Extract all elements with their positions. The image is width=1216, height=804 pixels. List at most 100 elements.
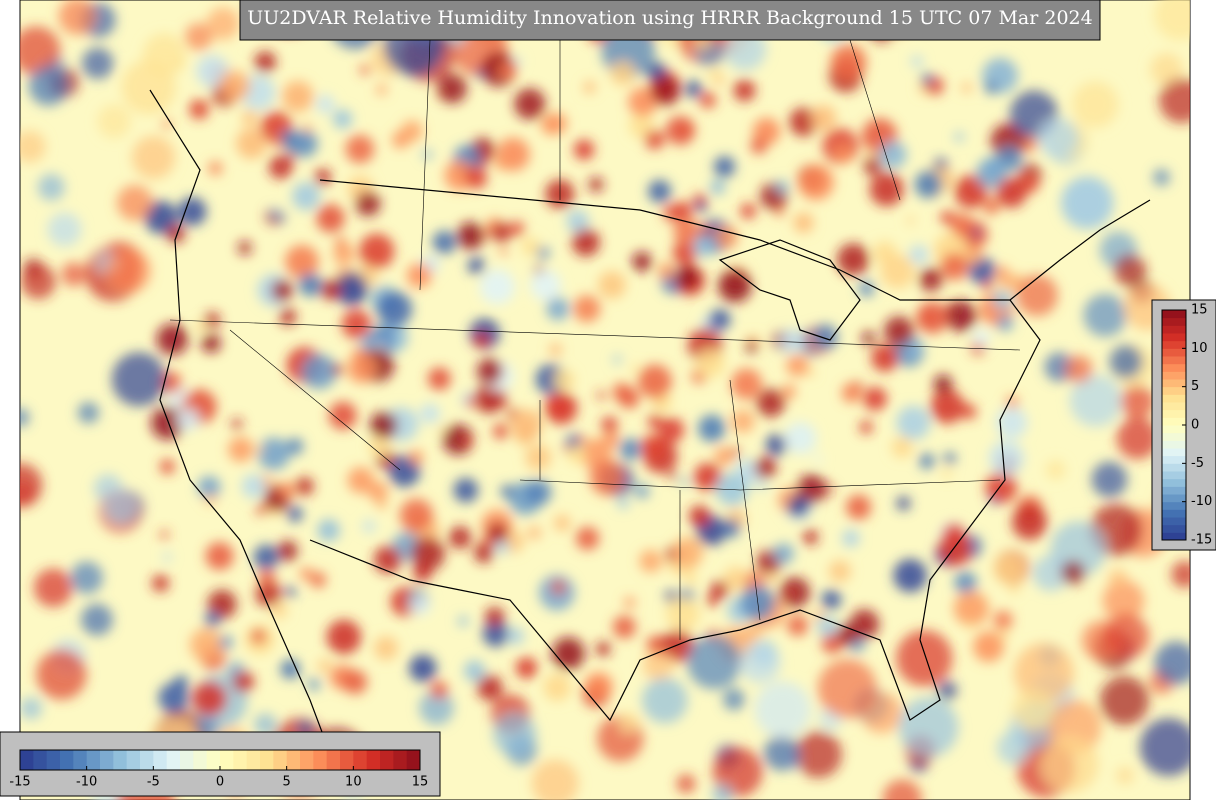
- field-blob: [359, 64, 371, 75]
- field-blob: [733, 79, 756, 102]
- colorbar-segment: [46, 750, 61, 770]
- field-blob: [949, 213, 973, 237]
- field-blob: [916, 301, 949, 334]
- field-blob: [61, 262, 86, 287]
- colorbar-tick-label: 15: [1191, 303, 1208, 318]
- field-blob: [278, 481, 296, 499]
- field-blob: [575, 526, 600, 550]
- field-blob: [515, 657, 538, 679]
- field-blob: [162, 119, 172, 129]
- field-blob: [595, 641, 611, 657]
- field-blob: [131, 135, 176, 180]
- field-blob: [206, 7, 240, 40]
- field-blob: [863, 386, 887, 411]
- field-blob: [201, 333, 221, 353]
- field-blob: [409, 594, 431, 616]
- field-blob: [36, 649, 87, 700]
- field-blob: [331, 363, 343, 376]
- field-blob: [965, 621, 975, 630]
- field-blob: [628, 87, 658, 117]
- field-blob: [765, 434, 788, 456]
- field-blob: [373, 636, 399, 661]
- field-blob: [286, 152, 296, 161]
- field-blob: [676, 774, 696, 794]
- field-blob: [954, 571, 977, 594]
- field-blob: [368, 435, 391, 458]
- field-blob: [428, 367, 451, 391]
- field-blob: [995, 266, 1009, 280]
- field-blob: [432, 230, 457, 255]
- field-blob: [846, 494, 872, 520]
- field-blob: [546, 394, 571, 419]
- field-blob: [106, 248, 151, 294]
- field-blob: [302, 123, 312, 133]
- field-blob: [442, 424, 474, 455]
- field-blob: [619, 388, 640, 409]
- field-blob: [102, 488, 139, 526]
- field-blob: [47, 212, 82, 247]
- field-blob: [456, 222, 485, 250]
- colorbar-segment: [60, 750, 74, 770]
- field-blob: [781, 384, 796, 399]
- field-blob: [976, 158, 1007, 189]
- field-blob: [731, 368, 763, 400]
- colorbar-segment: [380, 750, 394, 770]
- field-blob: [355, 191, 381, 217]
- field-blob: [1009, 583, 1020, 594]
- field-blob: [37, 173, 65, 201]
- field-blob: [410, 536, 445, 571]
- field-blob: [661, 629, 694, 662]
- field-blob: [914, 170, 943, 199]
- colorbar-segment: [1162, 486, 1186, 495]
- field-blob: [467, 257, 485, 275]
- field-blob: [634, 483, 650, 499]
- colorbar-segment: [100, 750, 114, 770]
- field-blob: [295, 477, 314, 496]
- boundaries: [149, 39, 1151, 781]
- field-blob: [184, 23, 213, 51]
- field-blob: [482, 620, 510, 647]
- field-blob: [231, 418, 243, 430]
- field-blob: [937, 680, 958, 701]
- coastline: [309, 299, 1041, 722]
- field-blob: [1102, 580, 1145, 622]
- colorbar-segment: [1162, 409, 1186, 418]
- field-blob: [960, 403, 977, 420]
- field-blob: [1014, 643, 1074, 703]
- colorbar-segment: [366, 750, 381, 770]
- field-blob: [995, 407, 1028, 439]
- field-blob: [983, 198, 1000, 215]
- field-blob: [457, 615, 469, 627]
- field-blob: [192, 681, 227, 716]
- field-blob: [492, 423, 509, 440]
- colorbar-tick-label: -15: [1191, 533, 1212, 548]
- field-blob: [722, 688, 745, 711]
- field-blob: [197, 475, 221, 499]
- colorbar-segment: [166, 750, 181, 770]
- colorbar-segment: [313, 750, 328, 770]
- field-blob: [1091, 461, 1128, 498]
- field-blob: [756, 479, 767, 491]
- field-blob: [993, 553, 1025, 585]
- colorbar-segment: [1162, 371, 1186, 380]
- field-blob: [786, 354, 809, 377]
- field-blob: [237, 241, 252, 255]
- colorbar-segment: [300, 750, 314, 770]
- field-blob: [773, 543, 794, 564]
- field-blob: [298, 273, 323, 297]
- colorbar-segment: [1162, 509, 1186, 518]
- field-blob: [176, 408, 200, 431]
- field-blob: [589, 460, 625, 496]
- field-blob: [413, 563, 432, 582]
- field-blob: [359, 233, 395, 269]
- colorbar-segment: [286, 750, 301, 770]
- colorbar-segment: [1162, 440, 1186, 449]
- field-blob: [985, 81, 998, 94]
- field-blob: [867, 150, 876, 159]
- field-blob: [911, 55, 923, 68]
- field-blob: [624, 597, 636, 609]
- field-blob: [796, 474, 827, 504]
- field-blob: [1109, 345, 1143, 379]
- field-blob: [896, 630, 953, 687]
- field-blob: [680, 477, 689, 486]
